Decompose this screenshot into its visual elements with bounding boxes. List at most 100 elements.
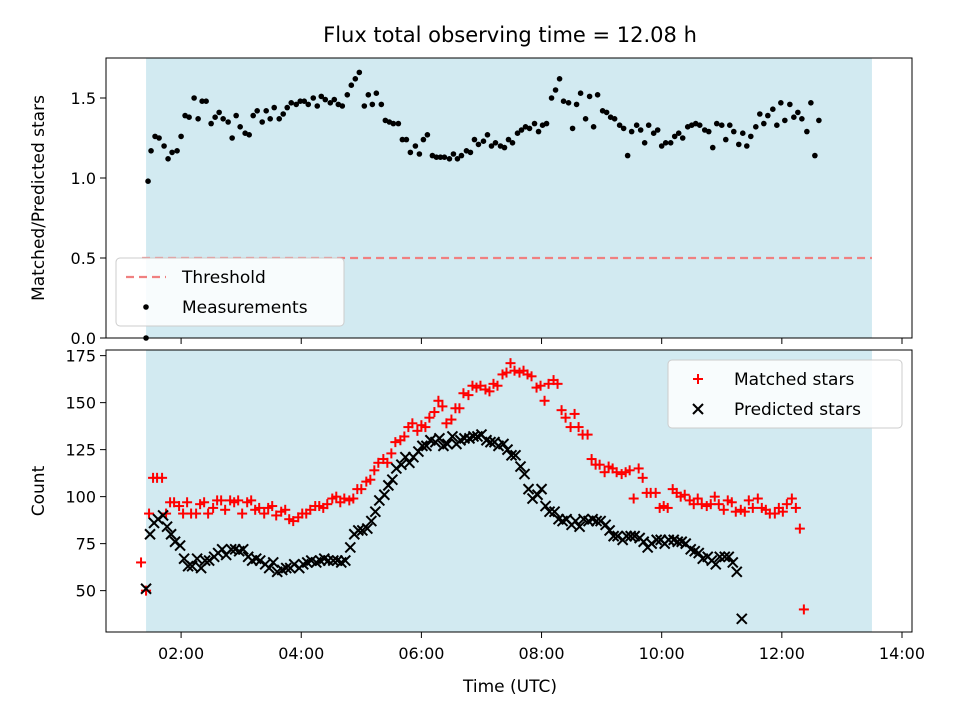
point-plus xyxy=(582,429,593,440)
point-plus xyxy=(191,508,202,519)
point-dot xyxy=(276,116,283,122)
point-dot xyxy=(531,120,538,127)
point-dot xyxy=(378,101,385,108)
point-x-b xyxy=(727,556,739,569)
legend-swatch xyxy=(693,374,703,384)
point-dot xyxy=(246,132,252,138)
x-tick-label: 12:00 xyxy=(759,644,805,663)
point-x-b xyxy=(650,534,663,546)
y-tick-label: 125 xyxy=(65,441,96,460)
x-tick-label: 08:00 xyxy=(518,644,564,663)
point-dot xyxy=(556,76,563,82)
point-dot xyxy=(569,125,576,132)
point-dot xyxy=(233,112,239,119)
point-x-b xyxy=(539,500,552,512)
point-x xyxy=(157,509,169,522)
point-dot xyxy=(267,116,274,122)
point-x xyxy=(714,551,726,563)
point-x-b xyxy=(369,505,382,518)
point-plus xyxy=(390,437,401,448)
point-x xyxy=(599,519,612,531)
point-x xyxy=(382,479,395,492)
point-x xyxy=(624,530,637,542)
point-x xyxy=(693,547,705,559)
point-dot xyxy=(412,143,419,149)
point-x-b xyxy=(157,509,169,522)
y-tick-label: 150 xyxy=(65,394,96,413)
top-panel-legend: Threshold Measurements xyxy=(115,257,345,327)
point-x xyxy=(161,521,173,533)
point-x-b xyxy=(250,552,262,565)
point-x xyxy=(237,543,249,555)
point-dot xyxy=(208,120,214,127)
point-x-b xyxy=(603,524,616,537)
point-x xyxy=(433,432,446,445)
point-dot xyxy=(195,116,201,122)
point-dot xyxy=(582,116,589,122)
point-plus xyxy=(339,493,350,504)
point-dot xyxy=(310,95,317,101)
point-x xyxy=(144,528,156,540)
point-dot xyxy=(441,154,448,160)
point-x xyxy=(662,534,675,546)
point-x xyxy=(403,457,416,469)
point-plus xyxy=(141,585,152,596)
point-plus xyxy=(136,557,147,568)
point-x-b xyxy=(509,449,522,461)
point-dot xyxy=(467,149,474,156)
point-plus xyxy=(539,395,550,406)
legend-swatch-b xyxy=(692,403,704,415)
point-dot xyxy=(628,128,635,135)
point-plus xyxy=(786,493,797,504)
point-x-b xyxy=(361,522,374,535)
point-plus xyxy=(157,472,168,483)
x-tick-label: 06:00 xyxy=(398,644,444,663)
point-plus xyxy=(254,502,265,513)
point-dot xyxy=(616,122,623,128)
point-dot xyxy=(782,117,788,124)
point-x-b xyxy=(710,558,722,571)
point-x xyxy=(723,551,735,563)
bottom-panel-ticks: 02:00 04:00 06:00 08:00 10:00 12:00 14:00 50 75 1… xyxy=(65,347,925,663)
point-dot xyxy=(225,119,231,125)
point-x-b xyxy=(441,438,454,450)
point-plus xyxy=(611,467,622,478)
point-dot xyxy=(812,152,818,159)
point-dot xyxy=(770,106,776,112)
bottom-panel-marks xyxy=(136,358,809,625)
point-dot xyxy=(437,154,444,160)
point-plus xyxy=(526,371,537,382)
point-x xyxy=(603,524,616,537)
point-x xyxy=(344,541,357,554)
point-dot xyxy=(361,103,368,109)
point-plus xyxy=(743,495,754,506)
point-x xyxy=(719,551,731,563)
point-plus xyxy=(203,508,214,519)
point-dot xyxy=(718,122,725,128)
point-x-b xyxy=(178,552,190,565)
point-x xyxy=(361,522,374,535)
point-plus xyxy=(739,506,750,517)
point-plus xyxy=(505,358,516,369)
point-plus xyxy=(233,495,244,506)
point-x-b xyxy=(403,457,416,469)
point-dot xyxy=(471,136,478,143)
point-x-b xyxy=(590,515,603,527)
point-dot xyxy=(356,69,363,76)
point-dot xyxy=(552,87,559,93)
point-dot xyxy=(161,143,167,149)
point-dot xyxy=(658,143,665,149)
point-dot xyxy=(753,124,759,130)
point-dot xyxy=(373,90,380,96)
bottom-panel-ylabel: Count xyxy=(29,465,49,516)
point-x xyxy=(731,566,743,578)
point-x xyxy=(518,468,531,480)
point-dot xyxy=(816,117,822,124)
point-x-b xyxy=(467,430,480,443)
point-dot xyxy=(263,108,269,114)
point-plus xyxy=(752,493,763,504)
point-x-b xyxy=(501,443,514,456)
point-dot xyxy=(590,124,597,130)
point-x xyxy=(339,554,352,567)
point-plus xyxy=(696,499,707,510)
